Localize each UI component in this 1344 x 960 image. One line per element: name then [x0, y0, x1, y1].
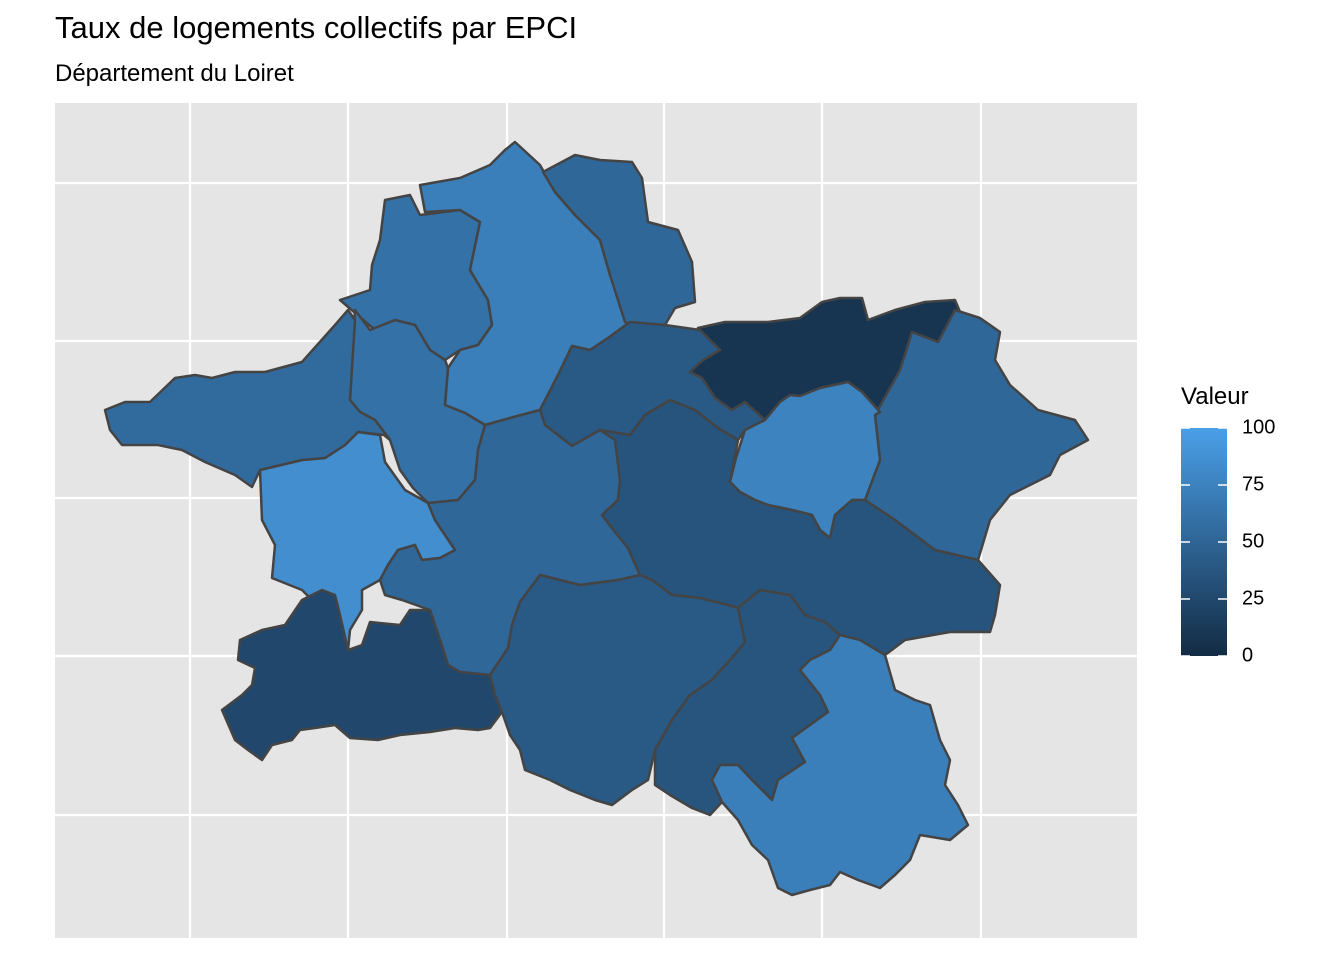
legend-label-75: 75: [1242, 473, 1265, 496]
epci-region[interactable]: [103, 308, 392, 489]
legend-label-100: 100: [1242, 416, 1276, 439]
chart-title: Taux de logements collectifs par EPCI: [55, 10, 578, 45]
epci-regions: [103, 140, 1090, 897]
legend: [1181, 427, 1227, 657]
legend-title: Valeur: [1181, 383, 1249, 410]
epci-region[interactable]: [541, 153, 697, 332]
legend-label-25: 25: [1242, 587, 1265, 610]
legend-label-0: 0: [1242, 644, 1254, 667]
epci-region[interactable]: [710, 633, 970, 897]
chart-subtitle: Département du Loiret: [55, 60, 294, 87]
epci-region[interactable]: [488, 573, 747, 807]
legend-label-50: 50: [1242, 530, 1265, 553]
epci-region[interactable]: [220, 588, 504, 762]
